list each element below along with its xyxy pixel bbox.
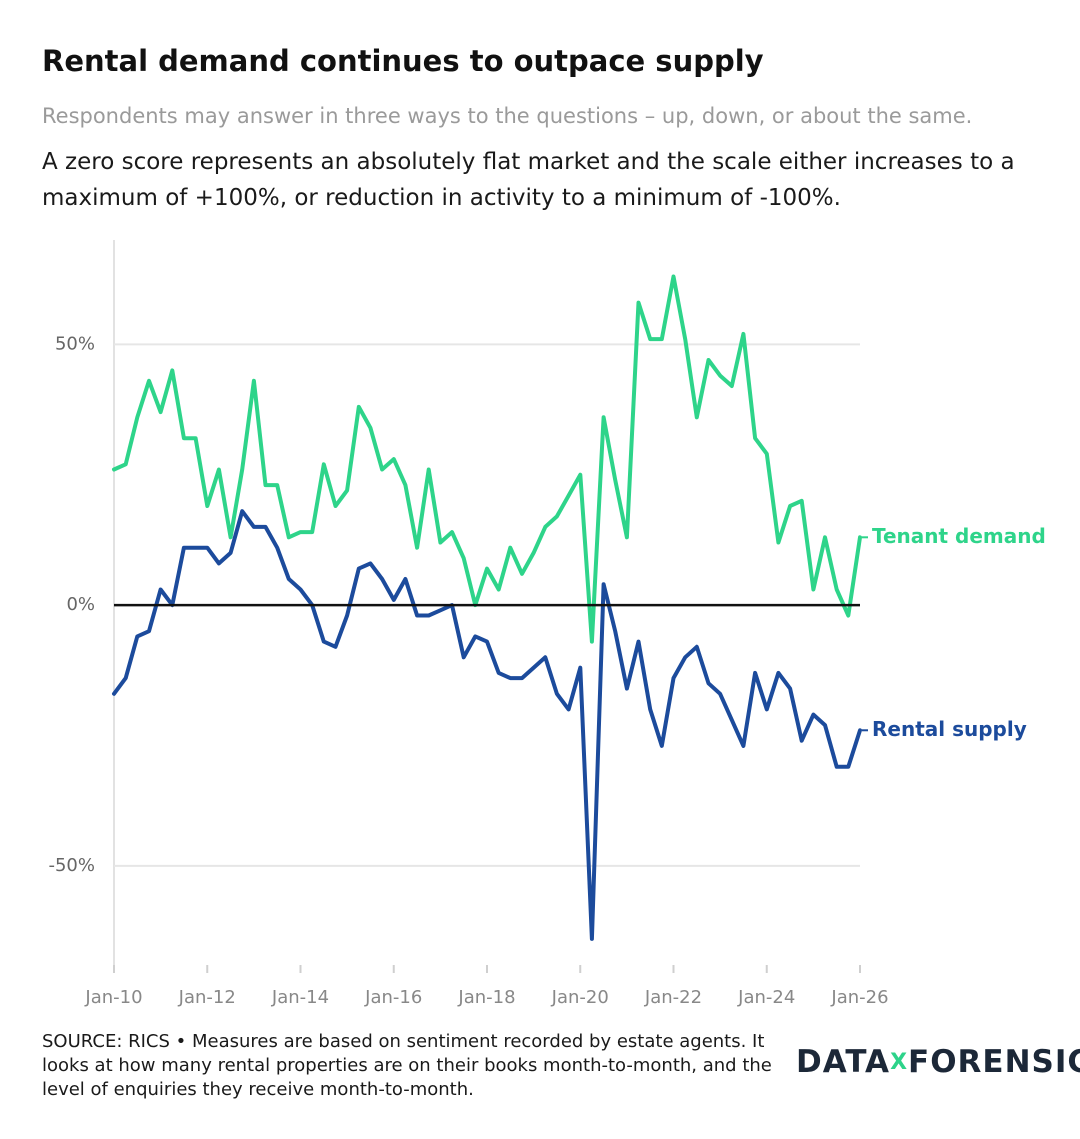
logo-text: DATA — [796, 1044, 891, 1080]
series-line — [112, 509, 862, 941]
source-note: SOURCE: RICS • Measures are based on sen… — [42, 1031, 772, 1100]
logo-mark: X — [890, 1050, 909, 1075]
chart-description: A zero score represents an absolutely fl… — [42, 149, 1015, 211]
logo: DATAXFORENSICS — [796, 1044, 1080, 1080]
chart-title: Rental demand continues to outpace suppl… — [42, 44, 764, 78]
logo-text: FORENSICS — [908, 1044, 1080, 1080]
series-label: Tenant demand — [872, 524, 1046, 548]
x-tick-label: Jan-18 — [457, 987, 515, 1008]
y-tick-label: 50% — [55, 333, 95, 354]
x-tick-label: Jan-20 — [551, 987, 609, 1008]
x-tick-label: Jan-22 — [644, 987, 702, 1008]
chart-subtitle: Respondents may answer in three ways to … — [42, 104, 973, 128]
x-tick-label: Jan-10 — [84, 987, 142, 1008]
x-tick-label: Jan-12 — [178, 987, 236, 1008]
y-tick-label: 0% — [66, 594, 95, 615]
y-tick-label: -50% — [48, 855, 95, 876]
x-tick-label: Jan-24 — [737, 987, 795, 1008]
series-label: Rental supply — [872, 717, 1027, 741]
series-line — [112, 274, 862, 644]
x-tick-label: Jan-14 — [271, 987, 329, 1008]
x-tick-label: Jan-16 — [364, 987, 422, 1008]
x-tick-label: Jan-26 — [830, 987, 888, 1008]
